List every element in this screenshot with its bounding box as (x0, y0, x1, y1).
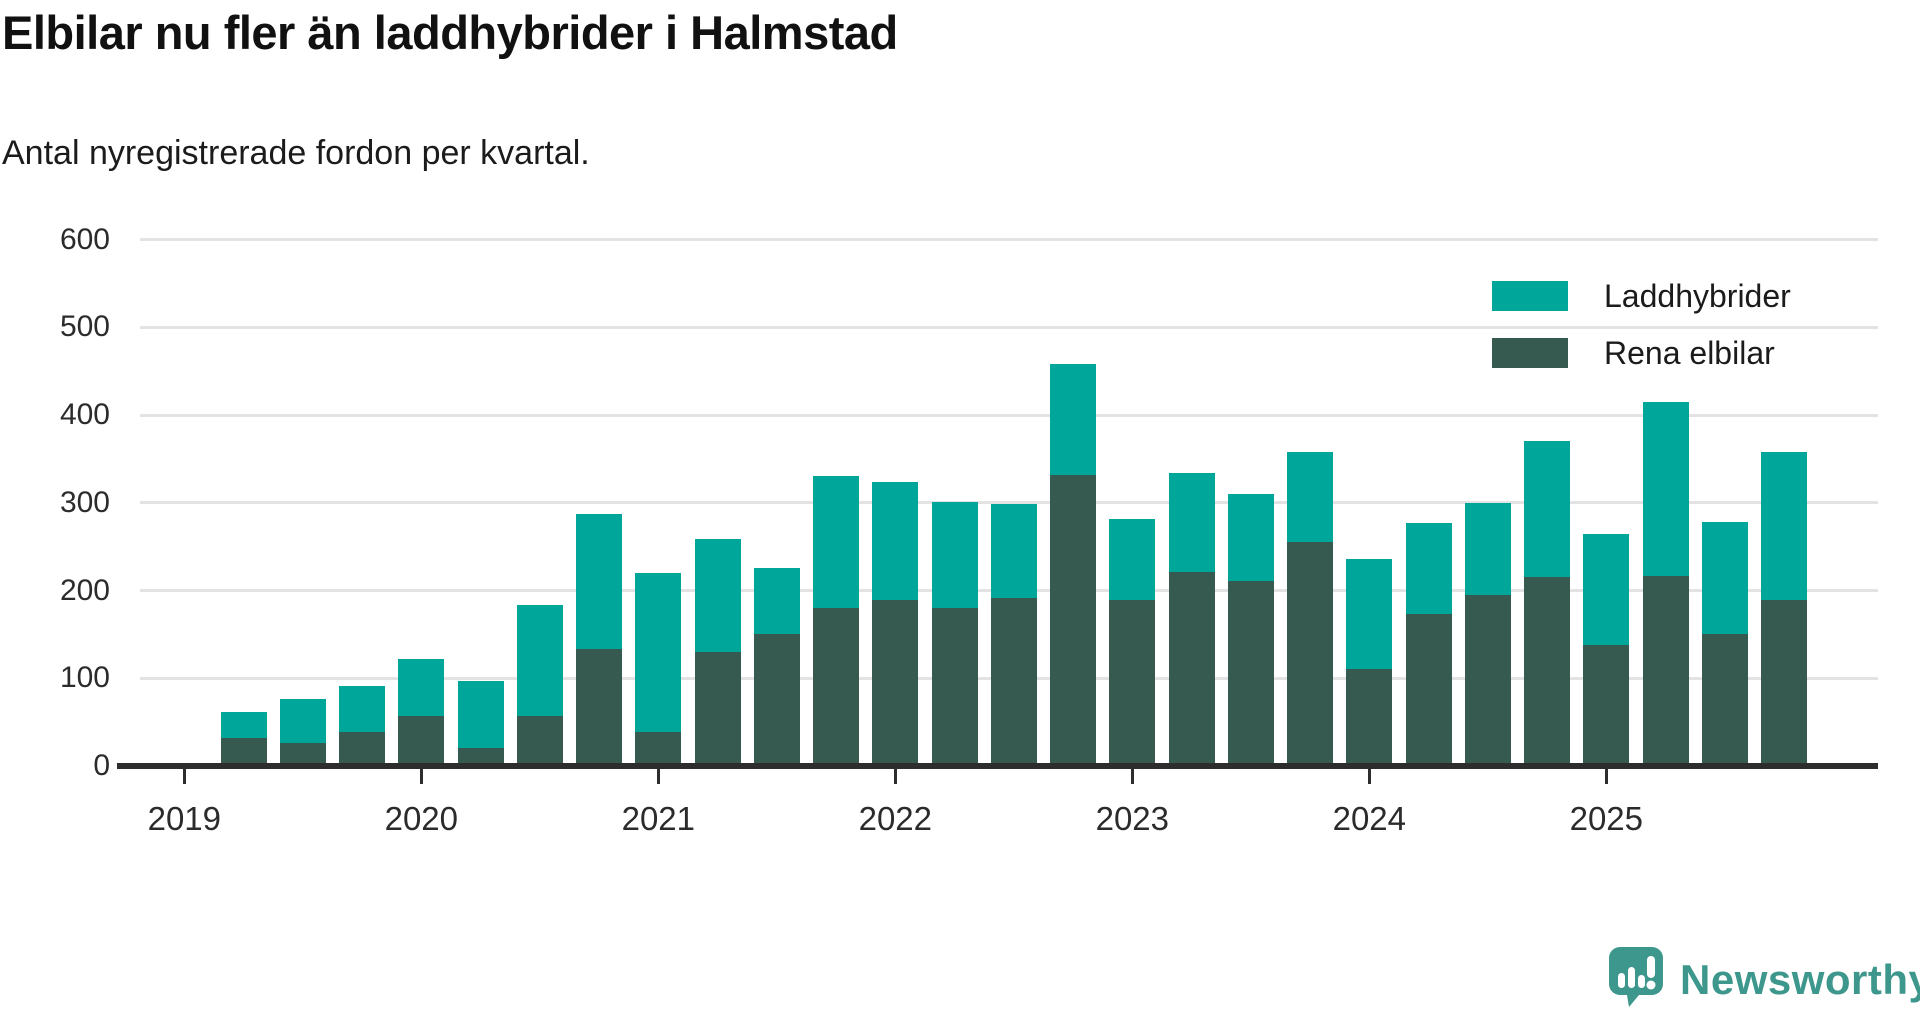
bar-segment (1524, 577, 1571, 766)
y-axis-label: 500 (59, 310, 110, 344)
bar-segment (398, 715, 445, 766)
y-axis-label: 300 (59, 485, 110, 519)
bar-segment (1583, 534, 1630, 645)
y-axis-label: 200 (59, 573, 110, 607)
bar-segment (1642, 576, 1689, 766)
y-axis-label: 0 (93, 749, 110, 782)
x-axis-label: 2023 (1095, 800, 1170, 837)
bar-segment (635, 572, 682, 732)
laddhybrider-swatch-icon (1492, 281, 1568, 311)
x-axis-line (117, 763, 1878, 769)
x-axis-tick (1367, 769, 1371, 784)
x-axis-tick (182, 769, 186, 784)
bar-segment (1287, 451, 1334, 543)
bar-segment (694, 651, 741, 766)
bar-segment (1109, 600, 1156, 766)
x-axis-label: 2022 (858, 800, 933, 837)
x-axis-tick (893, 769, 897, 784)
gridline-y-600 (140, 238, 1878, 241)
bar-segment (1405, 614, 1452, 766)
bar-segment (931, 501, 978, 609)
bar-segment (1346, 669, 1393, 766)
bar-segment (753, 567, 800, 635)
y-axis-label: 400 (59, 398, 110, 431)
rena-elbilar-swatch-icon (1492, 338, 1568, 368)
x-axis-label: 2025 (1569, 800, 1644, 837)
bar-segment (1168, 472, 1215, 573)
bar-segment (279, 699, 326, 744)
bar-segment (1701, 634, 1748, 766)
x-axis-label: 2019 (147, 800, 222, 837)
gridline-y-500 (140, 325, 1878, 329)
bar-segment (220, 712, 267, 738)
bar-segment (1168, 572, 1215, 766)
chart-subtitle: Antal nyregistrerade fordon per kvartal. (2, 134, 590, 172)
bar-segment (220, 737, 267, 766)
bar-segment (576, 514, 623, 650)
bar-segment (1346, 558, 1393, 670)
bar-segment (516, 715, 563, 766)
x-axis-label: 2021 (621, 800, 696, 837)
newsworthy-logo: Newsworthy (1608, 946, 1920, 1013)
bar-segment (1287, 542, 1334, 766)
bar-segment (398, 658, 445, 716)
legend-item-laddhybrider: Laddhybrider (1492, 278, 1791, 314)
newsworthy-bubble-chart-icon (1608, 946, 1664, 1013)
x-axis-tick (419, 769, 423, 784)
bar-segment (1464, 502, 1511, 595)
bar-segment (339, 686, 386, 732)
bar-segment (813, 475, 860, 609)
bar-segment (1583, 644, 1630, 766)
bar-segment (279, 743, 326, 766)
bar-segment (576, 649, 623, 766)
bar-segment (635, 731, 682, 766)
bar-segment (1227, 493, 1274, 581)
bar-segment (1050, 474, 1097, 766)
legend: Laddhybrider Rena elbilar (1492, 278, 1791, 395)
legend-label: Rena elbilar (1604, 334, 1775, 371)
bar-segment (457, 680, 504, 748)
x-axis-tick (1130, 769, 1134, 784)
bar-segment (694, 538, 741, 652)
legend-item-rena-elbilar: Rena elbilar (1492, 335, 1791, 371)
bar-segment (931, 608, 978, 766)
bar-segment (1524, 441, 1571, 578)
x-axis-tick (656, 769, 660, 784)
bar-segment (1227, 580, 1274, 766)
bar-segment (1642, 401, 1689, 577)
gridline-y-400 (140, 413, 1878, 417)
y-axis-label: 100 (59, 661, 110, 695)
bar-segment (1464, 594, 1511, 766)
bar-segment (1761, 451, 1808, 601)
legend-label: Laddhybrider (1604, 277, 1791, 314)
y-axis-label: 600 (59, 222, 110, 256)
x-axis-label: 2020 (384, 800, 459, 837)
bar-segment (1701, 522, 1748, 635)
bar-segment (1761, 600, 1808, 766)
bar-segment (990, 503, 1037, 598)
bar-segment (1405, 522, 1452, 615)
bar-segment (872, 600, 919, 766)
bar-segment (339, 731, 386, 766)
bar-segment (516, 604, 563, 716)
chart-title: Elbilar nu fler än laddhybrider i Halmst… (2, 6, 898, 59)
x-axis-label: 2024 (1332, 800, 1407, 837)
bar-segment (457, 747, 504, 766)
bar-segment (872, 481, 919, 601)
bar-segment (1109, 519, 1156, 601)
gridline-y-300 (140, 501, 1878, 505)
x-axis-tick (1604, 769, 1608, 784)
bar-segment (1050, 364, 1097, 475)
bar-segment (813, 608, 860, 766)
bar-segment (753, 634, 800, 766)
bar-segment (990, 597, 1037, 766)
newsworthy-logo-text: Newsworthy (1680, 955, 1920, 1003)
